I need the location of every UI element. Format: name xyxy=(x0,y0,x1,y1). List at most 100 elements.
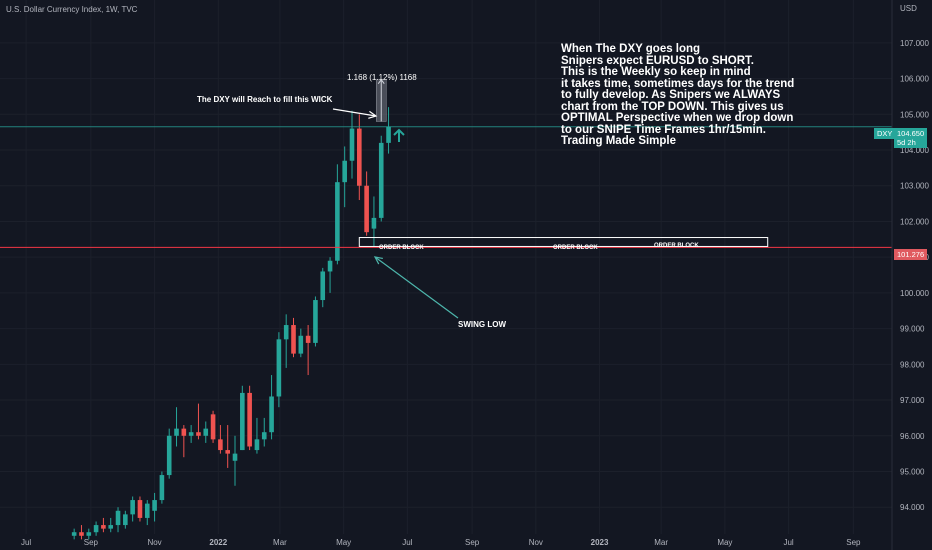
candle-body xyxy=(254,439,260,451)
candle-body xyxy=(232,453,238,461)
candle-body xyxy=(174,428,179,436)
price-tick-label: 105.000 xyxy=(900,110,929,119)
symbol-price-tag: DXY xyxy=(874,128,896,139)
candle-body xyxy=(203,428,209,436)
time-tick-label: Nov xyxy=(529,538,543,547)
commentary-line: to fully develop. As Snipers we ALWAYS xyxy=(561,89,781,101)
wick-arrow xyxy=(332,108,377,117)
symbol-title[interactable]: U.S. Dollar Currency Index, 1W, TVC xyxy=(6,5,138,14)
order-block-label-3: ORDER BLOCK xyxy=(654,243,699,249)
order-block-label-2: ORDER BLOCK xyxy=(553,245,598,251)
candle-body xyxy=(327,260,333,272)
price-tick-label: 106.000 xyxy=(900,75,929,84)
candle-body xyxy=(378,142,384,218)
price-tick-label: 107.000 xyxy=(900,39,929,48)
commentary-line: chart from the TOP DOWN. This gives us xyxy=(561,100,784,113)
time-tick-label: Mar xyxy=(654,538,668,547)
candle-body xyxy=(291,325,296,354)
candle-body xyxy=(166,435,172,476)
time-tick-label: Nov xyxy=(147,538,161,547)
candle-body xyxy=(159,475,165,501)
time-tick-label: Sep xyxy=(84,538,99,547)
order-block-price: 101.276 xyxy=(897,250,925,259)
measure-label: 1.168 (1.12%) 1168 xyxy=(347,73,417,82)
price-tick-label: 102.000 xyxy=(900,217,929,226)
order-block-label-1: ORDER BLOCK xyxy=(379,245,424,251)
wick-arrow-head xyxy=(368,110,378,119)
price-tick-label: 103.000 xyxy=(900,182,929,191)
time-tick-label: Jul xyxy=(21,538,31,547)
candle-body xyxy=(181,428,187,436)
candle-body xyxy=(86,532,92,536)
price-tick-label: 100.000 xyxy=(900,289,929,298)
candle-body xyxy=(313,300,318,343)
candle-body xyxy=(218,439,223,451)
candle-body xyxy=(115,510,121,526)
currency-label: USD xyxy=(900,4,917,13)
commentary-line: This is the Weekly so keep in mind xyxy=(561,66,751,78)
order-block-zone xyxy=(358,237,769,247)
candle-body xyxy=(335,182,340,261)
price-tick-label: 95.000 xyxy=(900,467,925,476)
time-tick-label: Sep xyxy=(465,538,480,547)
candle-body xyxy=(101,525,106,529)
candle-body xyxy=(386,126,391,143)
price-tick-label: 96.000 xyxy=(900,432,925,441)
time-axis[interactable]: Jul Sep Nov 2022 Mar May Jul Sep Nov 2023 Mar May Ju… xyxy=(21,538,861,547)
commentary-line: Snipers expect EURUSD to SHORT. xyxy=(561,54,754,67)
candle-body xyxy=(349,128,355,161)
order-block-price-tag: 101.276 xyxy=(894,249,928,260)
time-tick-label: May xyxy=(336,538,351,547)
candle-body xyxy=(93,525,99,533)
candle-body xyxy=(225,450,231,454)
commentary-line: Trading Made Simple xyxy=(561,135,677,147)
tag-symbol: DXY xyxy=(877,129,893,138)
price-tick-label: 94.000 xyxy=(900,503,925,512)
time-tick-label: Mar xyxy=(273,538,287,547)
commentary-line: it takes time, sometimes days for the tr… xyxy=(561,77,795,90)
candle-body xyxy=(196,432,201,436)
time-tick-label: 2023 xyxy=(591,538,609,547)
candle-body xyxy=(364,185,369,233)
last-price: 104.650 xyxy=(897,129,925,138)
candle-body xyxy=(210,414,216,440)
commentary-line: When The DXY goes long xyxy=(561,43,701,55)
candle-body xyxy=(261,432,267,440)
time-tick-label: 2022 xyxy=(209,538,227,547)
candle-body xyxy=(298,335,304,354)
price-tick-label: 104.000 xyxy=(900,146,929,155)
candle-body xyxy=(123,514,128,526)
candle-body xyxy=(71,532,77,536)
wick-note: The DXY will Reach to fill this WICK xyxy=(197,95,333,104)
candle-body xyxy=(79,532,84,536)
candle-body xyxy=(108,525,114,529)
time-tick-label: Sep xyxy=(846,538,861,547)
commentary-note: When The DXY goes long Snipers expect EU… xyxy=(561,43,861,148)
candles xyxy=(71,107,391,540)
measure-arrowhead xyxy=(377,78,385,85)
candle-body xyxy=(342,160,347,183)
price-tick-label: 97.000 xyxy=(900,396,925,405)
candle-body xyxy=(152,500,157,511)
commentary-line: to our SNIPE Time Frames 1hr/15min. xyxy=(561,123,766,136)
commentary-line: OPTIMAL Perspective when we drop down xyxy=(561,112,794,124)
candle-body xyxy=(130,500,135,515)
candle-body xyxy=(305,335,311,343)
candle-body xyxy=(137,500,143,518)
swing-low-arrow-head xyxy=(373,256,383,265)
overlays xyxy=(0,78,892,319)
time-tick-label: May xyxy=(717,538,732,547)
candle-body xyxy=(357,128,362,186)
candle-body xyxy=(240,392,245,451)
candle-body xyxy=(269,396,274,433)
time-tick-label: Jul xyxy=(402,538,412,547)
price-tick-label: 99.000 xyxy=(900,325,925,334)
candle-body xyxy=(144,503,150,518)
swing-low-arrow xyxy=(374,256,459,319)
last-price-tag: 104.650 5d 2h xyxy=(894,128,928,148)
bar-countdown: 5d 2h xyxy=(897,138,916,147)
candle-body xyxy=(283,325,289,340)
candle-body xyxy=(371,217,377,229)
